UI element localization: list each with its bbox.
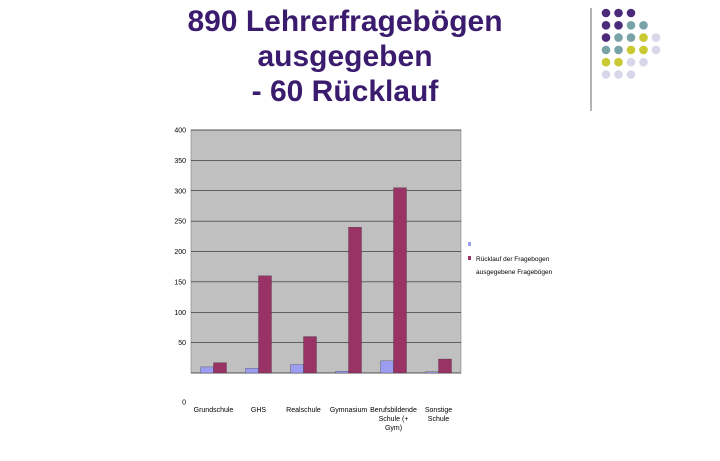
decorative-dot	[626, 8, 636, 18]
slide-title: 890 Lehrerfragebögen ausgegeben - 60 Rüc…	[150, 4, 540, 109]
bar-series-1	[290, 364, 304, 374]
x-tick-label: Berufsbildende	[370, 407, 417, 414]
decorative-dot	[639, 45, 648, 55]
bar-series-2	[348, 227, 362, 374]
bar-series-1	[335, 371, 349, 374]
x-tick-label: Realschule	[286, 407, 321, 414]
decorative-dot	[626, 33, 636, 42]
decorative-dot	[626, 21, 636, 30]
decorative-dot	[601, 8, 611, 18]
decorative-dot	[639, 33, 648, 42]
y-tick-label: 0	[182, 400, 186, 407]
chart-legend: Rücklauf der Fragebogen ausgegebene Frage…	[468, 242, 553, 276]
legend-swatch-series-1	[468, 242, 471, 246]
x-tick-label: Gym)	[385, 425, 402, 432]
x-tick-label: Sonstige	[425, 407, 452, 414]
title-line-3: - 60 Rücklauf	[251, 75, 439, 108]
bar-series-2	[258, 275, 272, 374]
y-tick-label: 200	[174, 249, 186, 256]
decorative-dot	[601, 33, 611, 42]
decorative-dot	[626, 45, 636, 55]
legend-swatch-series-2	[468, 256, 471, 260]
bar-series-1	[245, 367, 259, 374]
y-tick-label: 300	[174, 188, 186, 195]
title-line-2: ausgegeben	[257, 40, 433, 73]
decorative-dot	[601, 57, 611, 67]
bar-series-2	[438, 358, 452, 374]
decorative-dot	[614, 57, 623, 67]
y-tick-label: 150	[174, 279, 186, 286]
y-tick-label: 50	[178, 340, 186, 347]
legend-label-extra: ausgegebene Fragebögen	[476, 269, 553, 276]
decorative-dot	[601, 21, 611, 30]
title-line-1: 890 Lehrerfragebögen	[187, 5, 503, 38]
y-tick-label: 100	[174, 310, 186, 317]
decorative-dot	[639, 57, 648, 67]
decorative-dot	[614, 45, 623, 55]
bar-series-1	[380, 360, 394, 374]
bar-series-2	[393, 187, 407, 374]
decorative-dot	[626, 70, 636, 79]
y-tick-label: 250	[174, 219, 186, 226]
x-tick-label: GHS	[251, 407, 267, 414]
bar-series-2	[213, 362, 227, 374]
bar-series-1	[200, 366, 214, 374]
legend-label-series-2: Rücklauf der Fragebogen	[476, 256, 550, 263]
y-tick-label: 350	[174, 158, 186, 165]
decorative-dot	[614, 33, 623, 42]
decorative-dot	[614, 8, 623, 18]
x-tick-label: Gymnasium	[330, 407, 368, 414]
x-tick-label: Schule	[428, 416, 450, 423]
decorative-dot	[601, 45, 611, 55]
decorative-dot	[601, 70, 611, 79]
y-tick-label: 400	[174, 128, 186, 135]
bar-series-1	[425, 371, 439, 374]
decorative-dot	[626, 57, 636, 67]
x-tick-label: Schule (+	[379, 416, 409, 423]
decorative-dot	[639, 21, 648, 30]
x-tick-label: Grundschule	[194, 407, 234, 414]
decorative-dot	[614, 70, 623, 79]
decorative-dot	[651, 33, 661, 42]
bar-series-2	[303, 336, 317, 374]
decorative-dot	[614, 21, 623, 30]
decorative-dot	[651, 45, 661, 55]
